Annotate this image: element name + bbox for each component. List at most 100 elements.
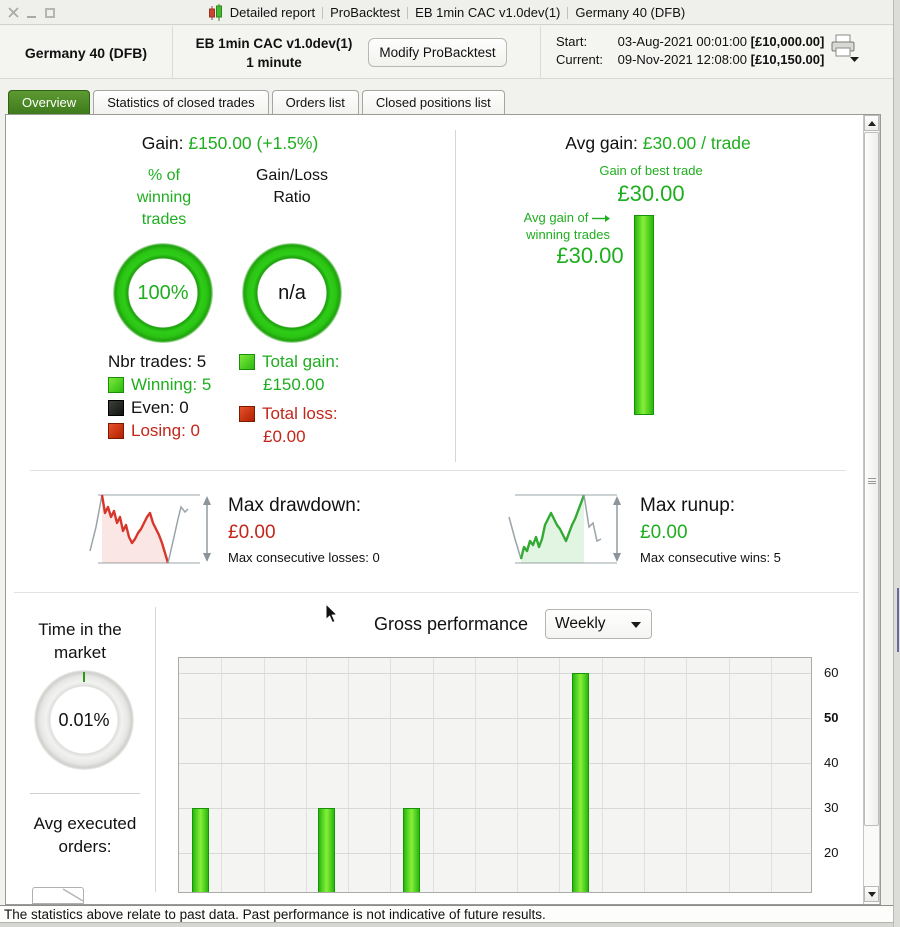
best-trade-label: Gain of best trade — [599, 163, 703, 178]
start-label: Start: — [556, 34, 588, 49]
avg-win-label: Avg gain of winning trades — [460, 209, 610, 243]
current-label: Current: — [556, 52, 603, 67]
total-gain-legend: Total gain: — [239, 352, 340, 372]
losing-count: Losing: 0 — [131, 421, 200, 440]
section-divider — [30, 470, 846, 471]
window-title-bar: Detailed report ProBacktest EB 1min CAC … — [0, 0, 893, 25]
tab-closed-positions-list[interactable]: Closed positions list — [361, 90, 505, 114]
title-separator — [407, 6, 409, 19]
left-column-divider — [30, 793, 140, 794]
gridline-horizontal — [179, 853, 811, 854]
gross-performance-chart — [178, 657, 812, 893]
best-trade-value: £30.00 — [617, 181, 685, 206]
avg-gain-value: £30.00 / trade — [642, 133, 751, 153]
gridline-vertical — [559, 658, 560, 892]
section-divider — [455, 130, 456, 462]
modify-probacktest-button[interactable]: Modify ProBacktest — [368, 38, 507, 67]
gridline-horizontal — [179, 808, 811, 809]
scroll-up-icon — [867, 120, 876, 126]
scroll-up-button[interactable] — [864, 115, 879, 131]
time-in-market-gauge: 0.01% — [34, 670, 134, 770]
gridline-vertical — [686, 658, 687, 892]
title-segment: Detailed report — [229, 5, 316, 20]
gridline-vertical — [729, 658, 730, 892]
start-datetime: 03-Aug-2021 00:01:00 — [617, 34, 748, 49]
tab-overview[interactable]: Overview — [8, 90, 91, 114]
runup-title: Max runup: — [640, 495, 736, 516]
time-in-market-value: 0.01% — [58, 709, 110, 730]
scrollbar-thumb[interactable] — [864, 132, 879, 826]
window-minimize-icon[interactable] — [27, 0, 36, 25]
scroll-down-icon — [867, 891, 876, 897]
current-line: Current: 09-Nov-2021 12:08:00 [£10,150.0… — [556, 52, 824, 67]
vertical-scrollbar[interactable] — [863, 115, 880, 904]
total-loss-label: Total loss: — [262, 404, 338, 423]
avg-gain-label: Avg gain: — [565, 133, 638, 153]
best-trade-block: Gain of best trade £30.00 — [471, 163, 831, 207]
gain-label: Gain: — [141, 133, 184, 153]
instrument-name: Germany 40 (DFB) — [24, 44, 148, 61]
window-bottom-strip — [0, 922, 893, 927]
tab-orders-list[interactable]: Orders list — [271, 90, 359, 114]
drawdown-sparkline — [88, 489, 213, 569]
window-maximize-icon[interactable] — [45, 0, 55, 25]
start-line: Start: 03-Aug-2021 00:01:00 [£10,000.00] — [556, 34, 824, 49]
runup-sub: Max consecutive wins: 5 — [640, 550, 781, 565]
winning-pct-donut: 100% — [113, 243, 213, 343]
header-divider — [172, 26, 173, 79]
title-separator — [322, 6, 324, 19]
y-axis-tick-label: 60 — [824, 665, 839, 680]
nbr-trades-label: Nbr trades: 5 — [108, 352, 207, 371]
total-gain-color-swatch — [239, 354, 255, 370]
window-title: Detailed report ProBacktest EB 1min CAC … — [60, 0, 833, 25]
total-loss-amount: £0.00 — [263, 427, 306, 446]
title-segment: ProBacktest — [330, 5, 401, 20]
gain-loss-ratio-label: Gain/Loss Ratio — [255, 167, 329, 206]
winning-legend: Winning: 5 — [108, 375, 211, 395]
section-divider — [14, 592, 859, 593]
print-button[interactable] — [828, 34, 862, 64]
winning-color-swatch — [108, 377, 124, 393]
avg-win-value: £30.00 — [556, 243, 624, 268]
gross-performance-title: Gross performance — [374, 614, 529, 634]
even-color-swatch — [108, 400, 124, 416]
total-loss-legend: Total loss: — [239, 404, 338, 424]
period-dropdown[interactable]: Weekly — [545, 609, 652, 639]
tab-statistics-of-closed-trades[interactable]: Statistics of closed trades — [93, 90, 269, 114]
title-segment: Germany 40 (DFB) — [575, 5, 686, 20]
runup-value: £0.00 — [640, 522, 688, 543]
performance-bar — [192, 808, 209, 892]
total-loss-value: £0.00 — [263, 427, 306, 447]
total-gain-amount: £150.00 — [263, 375, 325, 394]
candlestick-icon — [208, 4, 222, 21]
performance-bar — [318, 808, 335, 892]
avg-win-label-line1: Avg gain of — [523, 210, 589, 225]
total-gain-label: Total gain: — [262, 352, 340, 371]
gauge-tick — [83, 672, 85, 682]
gridline-vertical — [475, 658, 476, 892]
gridline-horizontal — [179, 763, 811, 764]
drawdown-block: Max drawdown: £0.00 Max consecutive loss… — [228, 495, 458, 565]
winning-count: Winning: 5 — [131, 375, 212, 394]
gridline-vertical — [433, 658, 434, 892]
scroll-down-button[interactable] — [864, 886, 879, 902]
print-dropdown-arrow-icon — [850, 57, 859, 62]
start-capital: [£10,000.00] — [750, 34, 825, 49]
runup-block: Max runup: £0.00 Max consecutive wins: 5 — [640, 495, 870, 565]
even-count: Even: 0 — [131, 398, 189, 417]
y-axis-tick-label: 40 — [824, 755, 839, 770]
winning-pct-value: 100% — [137, 281, 189, 304]
gain-loss-ratio-value: n/a — [278, 281, 306, 304]
gridline-vertical — [602, 658, 603, 892]
scrollbar-grip-icon — [868, 478, 876, 484]
drawdown-title: Max drawdown: — [228, 495, 362, 516]
avg-executed-orders-label: Avg executed orders: — [33, 814, 137, 856]
nbr-trades: Nbr trades: 5 — [108, 352, 206, 372]
total-gain-value: £150.00 — [263, 375, 324, 395]
strategy-name: EB 1min CAC v1.0dev(1) — [195, 36, 353, 51]
window-close-icon[interactable] — [8, 0, 19, 25]
disclaimer-text: The statistics above relate to past data… — [4, 906, 546, 922]
gridline-vertical — [306, 658, 307, 892]
total-loss-color-swatch — [239, 406, 255, 422]
title-segment: EB 1min CAC v1.0dev(1) — [415, 5, 561, 20]
